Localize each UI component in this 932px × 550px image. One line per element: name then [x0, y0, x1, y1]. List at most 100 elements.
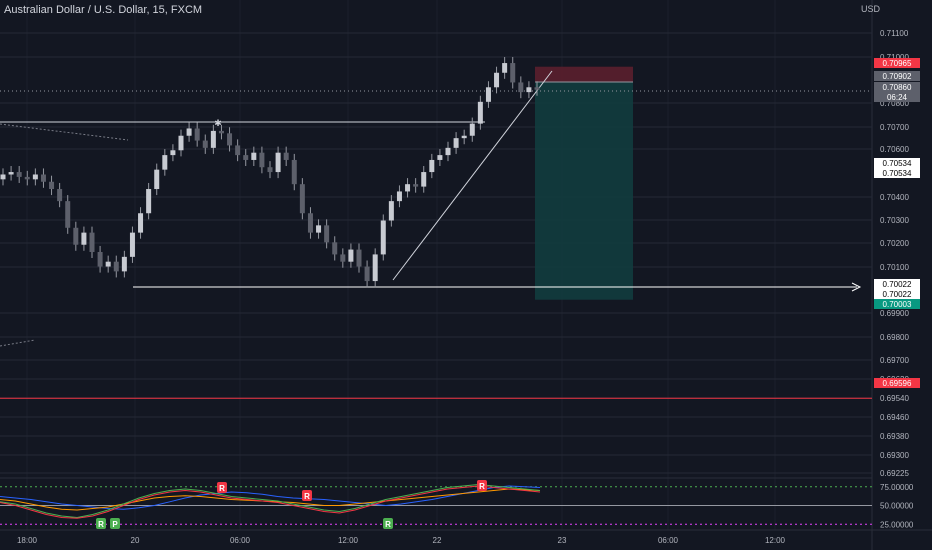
- candle-body: [57, 189, 63, 202]
- y-tick-label: 0.70300: [880, 216, 909, 225]
- candle-body: [405, 184, 411, 192]
- candle-body: [510, 63, 516, 83]
- candle-body: [235, 145, 241, 156]
- candle-body: [348, 249, 354, 262]
- y-tick-label: 0.70600: [880, 145, 909, 154]
- candle-body: [49, 181, 55, 190]
- candle-body: [40, 174, 46, 182]
- price-label: 0.70003: [883, 300, 912, 309]
- signal-marker-box: [110, 518, 120, 529]
- price-label-box: [874, 58, 920, 68]
- signal-marker-box: [302, 490, 312, 501]
- candle-body: [340, 254, 346, 262]
- candle-body: [73, 227, 79, 245]
- candle-body: [243, 155, 249, 160]
- candle-body: [210, 130, 216, 148]
- candle-body: [283, 152, 289, 160]
- candle-body: [429, 159, 435, 173]
- x-tick-label: 06:00: [658, 536, 679, 545]
- osc-tick-label: 25.00000: [880, 520, 914, 529]
- candle-body: [113, 261, 119, 272]
- y-tick-label: 0.69700: [880, 356, 909, 365]
- y-tick-label: 0.70400: [880, 193, 909, 202]
- x-tick-label: 12:00: [765, 536, 786, 545]
- candle-body: [291, 159, 297, 185]
- candle-body: [218, 130, 224, 134]
- candle-body: [494, 72, 500, 88]
- osc-tick-label: 50.00000: [880, 502, 914, 511]
- candle-body: [461, 135, 467, 139]
- candle-body: [129, 232, 135, 257]
- candle-body: [356, 249, 362, 267]
- price-label-box: [874, 299, 920, 309]
- x-tick-label: 06:00: [230, 536, 251, 545]
- candle-body: [502, 63, 508, 73]
- y-tick-label: 0.69300: [880, 451, 909, 460]
- signal-marker-box: [96, 518, 106, 529]
- x-tick-label: 18:00: [17, 536, 38, 545]
- candle-body: [81, 232, 87, 245]
- y-tick-label: 0.69900: [880, 309, 909, 318]
- candle-body: [105, 261, 111, 267]
- candle-body: [0, 174, 6, 180]
- candle-body: [259, 152, 265, 168]
- y-tick-label: 0.70700: [880, 123, 909, 132]
- candle-body: [162, 155, 168, 170]
- candle-body: [380, 220, 386, 255]
- candle-body: [275, 152, 281, 173]
- stop-loss-zone: [535, 66, 633, 82]
- candle-body: [372, 254, 378, 282]
- price-label-box: [874, 289, 920, 299]
- price-label-box: [874, 279, 920, 289]
- candle-body: [526, 87, 532, 93]
- price-label: 0.70902: [883, 72, 912, 81]
- candle-body: [469, 123, 475, 136]
- dashed-trend-line-lower: [0, 339, 36, 347]
- candle-body: [194, 128, 200, 141]
- arrow-head-icon: [851, 282, 862, 292]
- osc-series-line: [0, 485, 541, 519]
- candle-body: [324, 225, 330, 243]
- signal-marker-label: R: [304, 492, 310, 501]
- candle-body: [316, 225, 322, 233]
- y-tick-label: 0.70100: [880, 263, 909, 272]
- candle-body: [154, 169, 160, 190]
- candle-body: [121, 256, 127, 272]
- candle-body: [138, 213, 144, 233]
- candle-body: [534, 87, 540, 90]
- candle-body: [178, 135, 184, 151]
- candle-body: [307, 213, 313, 233]
- candle-body: [485, 87, 491, 102]
- signal-marker-label: R: [98, 520, 104, 529]
- y-tick-label: 0.70800: [880, 99, 909, 108]
- y-tick-label: 0.69800: [880, 333, 909, 342]
- y-tick-label: 0.69460: [880, 413, 909, 422]
- chart-title: Australian Dollar / U.S. Dollar, 15, FXC…: [4, 4, 203, 16]
- price-label-box: [874, 168, 920, 178]
- candle-body: [186, 128, 192, 136]
- y-tick-label: 0.69540: [880, 394, 909, 403]
- signal-marker-label: R: [479, 482, 485, 491]
- candle-body: [477, 101, 483, 124]
- y-tick-label: 0.69380: [880, 432, 909, 441]
- osc-series-line: [0, 485, 541, 510]
- x-tick-label: 20: [131, 536, 140, 545]
- price-label-box: [874, 378, 920, 388]
- price-label-box: [874, 82, 920, 92]
- candle-body: [202, 140, 208, 148]
- currency-label: USD: [860, 4, 880, 14]
- osc-tick-label: 75.00000: [880, 483, 914, 492]
- osc-series-line: [0, 483, 541, 519]
- x-tick-label: 23: [558, 536, 567, 545]
- candle-body: [32, 174, 38, 180]
- price-label: 0.69596: [883, 379, 912, 388]
- price-label: 0.70534: [883, 159, 912, 168]
- candle-body: [170, 150, 176, 156]
- price-label-box: [874, 158, 920, 168]
- candle-body: [8, 172, 14, 175]
- candle-body: [251, 152, 257, 160]
- signal-marker-box: [477, 480, 487, 491]
- candle-body: [65, 201, 71, 228]
